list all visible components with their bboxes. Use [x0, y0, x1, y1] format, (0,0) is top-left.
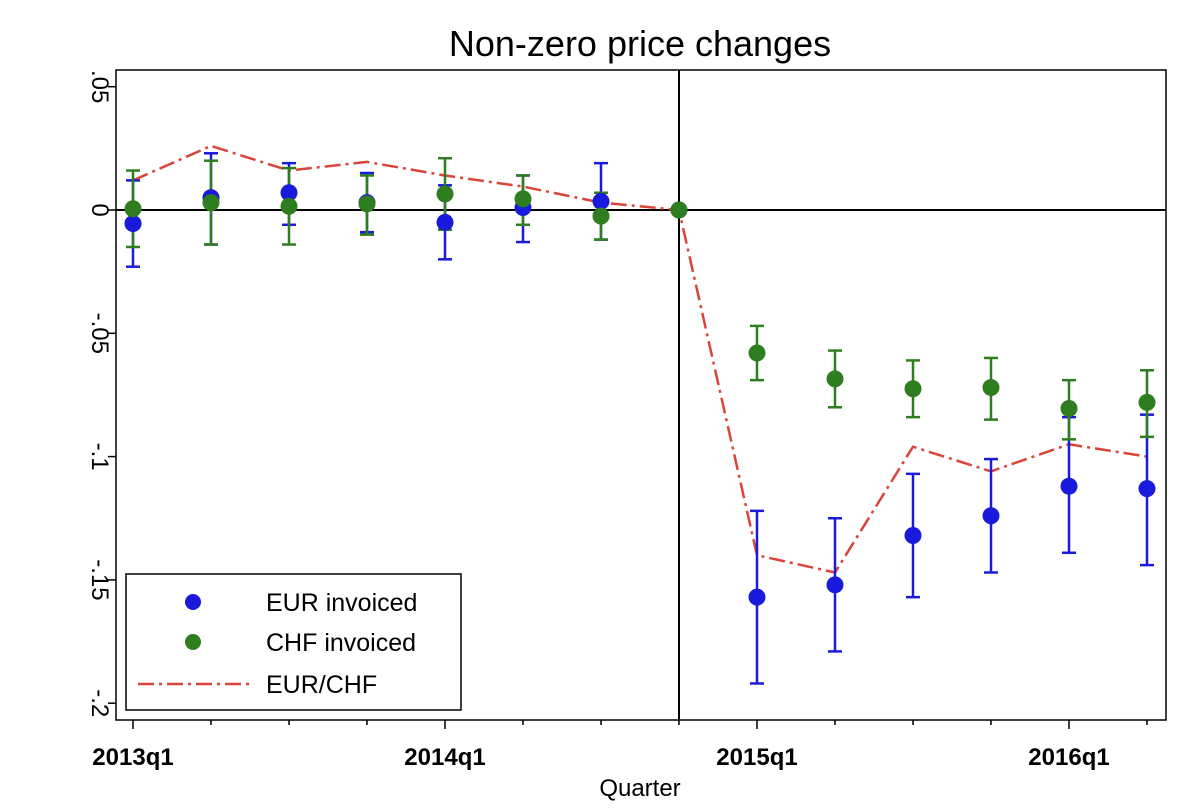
point-chf-invoiced	[1060, 400, 1078, 418]
legend-label-chf-invoiced: CHF invoiced	[266, 629, 416, 657]
point-eur-invoiced	[1138, 480, 1156, 498]
point-chf-invoiced	[202, 194, 220, 212]
point-chf-invoiced	[904, 380, 922, 398]
legend-label-eur-invoiced: EUR invoiced	[266, 589, 417, 617]
x-axis-title: Quarter	[599, 775, 680, 802]
eur-chf-series	[132, 144, 1148, 574]
legend: EUR invoiced CHF invoiced EUR/CHF	[125, 573, 462, 711]
point-eur-invoiced	[1060, 477, 1078, 495]
legend-box	[125, 573, 462, 711]
legend-label-eur-chf: EUR/CHF	[266, 671, 377, 699]
point-chf-invoiced	[826, 370, 844, 388]
x-tick-label: 2015q1	[716, 744, 797, 771]
point-chf-invoiced	[748, 344, 766, 362]
point-chf-invoiced	[592, 207, 610, 225]
point-eur-invoiced	[904, 527, 922, 545]
y-tick-label: -.15	[86, 559, 113, 600]
point-eur-invoiced	[826, 576, 844, 594]
point-chf-invoiced	[1138, 393, 1156, 411]
chart-title: Non-zero price changes	[449, 23, 831, 64]
legend-marker-chf-invoiced	[185, 634, 201, 650]
point-eur-invoiced	[748, 588, 766, 606]
y-tick-label: -.05	[86, 313, 113, 354]
point-chf-invoiced	[436, 185, 454, 203]
plot-frame	[115, 69, 1167, 721]
y-axis: .05 0 -.05 -.1 -.15 -.2	[86, 70, 116, 717]
point-eur-invoiced	[124, 215, 142, 233]
x-tick-label: 2013q1	[92, 744, 173, 771]
point-eur-invoiced	[280, 184, 298, 202]
point-chf-invoiced	[358, 195, 376, 213]
y-tick-label: .05	[86, 70, 113, 103]
y-tick-label: -.1	[86, 443, 113, 471]
point-chf-invoiced	[514, 190, 532, 208]
point-chf-invoiced	[670, 201, 688, 219]
y-tick-label: 0	[86, 203, 113, 216]
point-eur-invoiced	[436, 213, 454, 231]
x-tick-label: 2016q1	[1028, 744, 1109, 771]
point-chf-invoiced	[124, 200, 142, 218]
legend-marker-eur-invoiced	[185, 594, 201, 610]
point-chf-invoiced	[280, 197, 298, 215]
x-tick-label: 2014q1	[404, 744, 485, 771]
series-line-eur-chf	[132, 144, 1148, 574]
y-tick-label: -.2	[86, 689, 113, 717]
point-eur-invoiced	[592, 192, 610, 210]
data-points	[124, 184, 1156, 606]
x-axis: 2013q1 2014q1 2015q1 2016q1	[92, 720, 1148, 771]
point-chf-invoiced	[982, 379, 1000, 397]
point-eur-invoiced	[982, 507, 1000, 525]
plot-area	[115, 69, 1167, 721]
